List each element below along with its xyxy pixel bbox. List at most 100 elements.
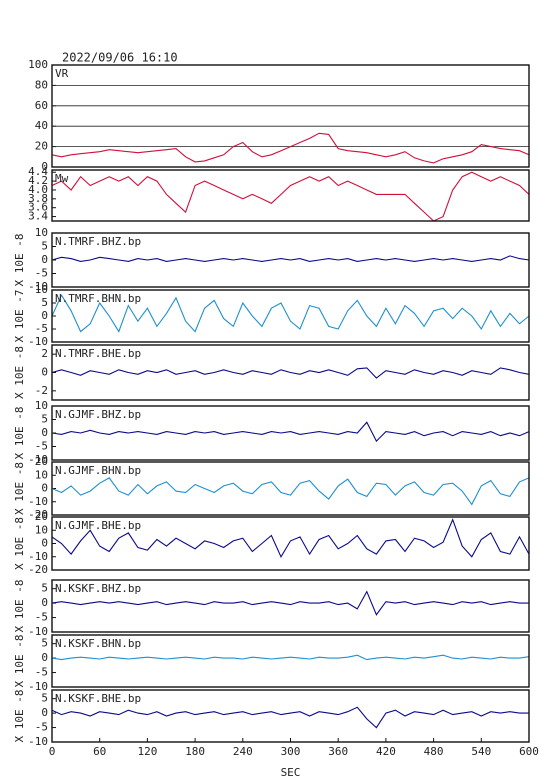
panel-label: N.KSKF.BHZ.bp <box>55 582 141 595</box>
data-line <box>51 654 530 661</box>
x-tick-label: 60 <box>93 745 106 758</box>
y-tick-label: -5 <box>35 611 48 624</box>
y-tick-label: 0 <box>41 366 48 379</box>
panel-label: N.TMRF.BHZ.bp <box>55 235 141 248</box>
y-tick-label: -5 <box>35 267 48 280</box>
y-tick-label: 0 <box>41 309 48 322</box>
panel-label: N.GJMF.BHN.bp <box>55 464 141 477</box>
plot-frame <box>51 232 530 288</box>
data-line <box>51 590 529 616</box>
panel-label: N.GJMF.BHZ.bp <box>55 408 141 421</box>
panel-label: N.KSKF.BHN.bp <box>55 637 141 650</box>
data-line <box>51 294 530 333</box>
x-tick-label: 180 <box>185 745 205 758</box>
y-tick-label: 80 <box>35 78 48 91</box>
plot-frame <box>51 344 530 401</box>
y-tick-label: 0 <box>41 426 48 439</box>
panel-label: N.KSKF.BHE.bp <box>55 692 141 705</box>
y-tick-label: 0 <box>41 706 48 719</box>
y-tick-label: -10 <box>28 280 48 293</box>
y-tick-label: 4.4 <box>28 165 48 178</box>
y-tick-label: 40 <box>35 119 48 132</box>
data-line <box>51 477 530 506</box>
x-tick-label: 0 <box>49 745 56 758</box>
y-tick-label: 20 <box>35 140 48 153</box>
y-tick-label: -5 <box>35 440 48 453</box>
y-tick-label: 10 <box>35 468 48 481</box>
y-axis-label: X 10E -7 <box>13 290 26 343</box>
plot-frame <box>51 579 530 633</box>
y-tick-label: 0 <box>41 651 48 664</box>
data-line <box>51 132 530 164</box>
x-tick-label: 360 <box>328 745 348 758</box>
y-axis-label: X 10E -8 <box>13 234 26 287</box>
y-tick-label: 100 <box>28 58 48 71</box>
y-tick-label: -10 <box>28 680 48 693</box>
y-tick-label: 0 <box>41 253 48 266</box>
panel-label: VR <box>55 67 69 80</box>
y-tick-label: 10 <box>35 283 48 296</box>
data-line <box>51 421 530 443</box>
y-axis-label: X 10E -8 <box>13 517 26 570</box>
y-tick-label: 10 <box>35 399 48 412</box>
y-tick-label: 5 <box>41 582 48 595</box>
y-tick-label: 10 <box>35 226 48 239</box>
y-tick-label: 4.2 <box>28 174 48 187</box>
y-tick-label: -10 <box>28 625 48 638</box>
y-tick-label: -5 <box>35 322 48 335</box>
y-axis-label: X 10E -8 <box>13 462 26 515</box>
plot-frame <box>51 516 530 571</box>
chart-title: 2022/09/06 16:10 <box>62 51 178 65</box>
data-line <box>51 706 529 729</box>
y-tick-label: 5 <box>41 692 48 705</box>
x-tick-label: 300 <box>281 745 301 758</box>
y-tick-label: 3.4 <box>28 210 48 223</box>
plot-frame <box>51 64 530 168</box>
y-tick-label: 10 <box>35 523 48 536</box>
data-line <box>51 367 530 379</box>
y-tick-label: -10 <box>28 453 48 466</box>
y-axis-label: X 10E -8 <box>13 580 26 633</box>
y-tick-label: 2 <box>41 347 48 360</box>
y-tick-label: -20 <box>28 563 48 576</box>
y-tick-label: -10 <box>28 495 48 508</box>
y-tick-label: 0 <box>41 160 48 173</box>
y-tick-label: 60 <box>35 99 48 112</box>
y-axis-label: X 10E -8 <box>13 635 26 688</box>
x-tick-label: 480 <box>424 745 444 758</box>
data-line <box>51 171 530 222</box>
y-tick-label: -2 <box>35 384 48 397</box>
panel-label: N.GJMF.BHE.bp <box>55 519 141 532</box>
x-tick-label: 540 <box>471 745 491 758</box>
y-tick-label: 20 <box>35 455 48 468</box>
plot-frame <box>51 169 530 222</box>
y-tick-label: 3.6 <box>28 201 48 214</box>
y-tick-label: 5 <box>41 413 48 426</box>
plot-frame <box>51 405 530 461</box>
plot-frame <box>51 289 530 343</box>
y-tick-label: 20 <box>35 510 48 523</box>
plot-frame <box>51 461 530 516</box>
x-axis-label: SEC <box>281 766 301 779</box>
plot-frame <box>51 634 530 688</box>
y-tick-label: -10 <box>28 735 48 748</box>
y-tick-label: -10 <box>28 550 48 563</box>
y-tick-label: 0 <box>41 482 48 495</box>
y-axis-label: X 10E -8 <box>13 407 26 460</box>
panel-label: N.TMRF.BHN.bp <box>55 292 141 305</box>
y-tick-label: 0 <box>41 537 48 550</box>
panel-label: N.TMRF.BHE.bp <box>55 347 141 360</box>
x-tick-label: 240 <box>233 745 253 758</box>
y-axis-label: X 10E -8 <box>13 690 26 743</box>
panel-label: Mw <box>55 172 69 185</box>
y-tick-label: 5 <box>41 240 48 253</box>
y-axis-label: X 10E -8 <box>13 346 26 399</box>
x-tick-label: 420 <box>376 745 396 758</box>
y-tick-label: -10 <box>28 335 48 348</box>
x-tick-label: 120 <box>137 745 157 758</box>
y-tick-label: -5 <box>35 721 48 734</box>
data-line <box>51 518 530 558</box>
x-tick-label: 600 <box>519 745 539 758</box>
y-tick-label: 5 <box>41 296 48 309</box>
